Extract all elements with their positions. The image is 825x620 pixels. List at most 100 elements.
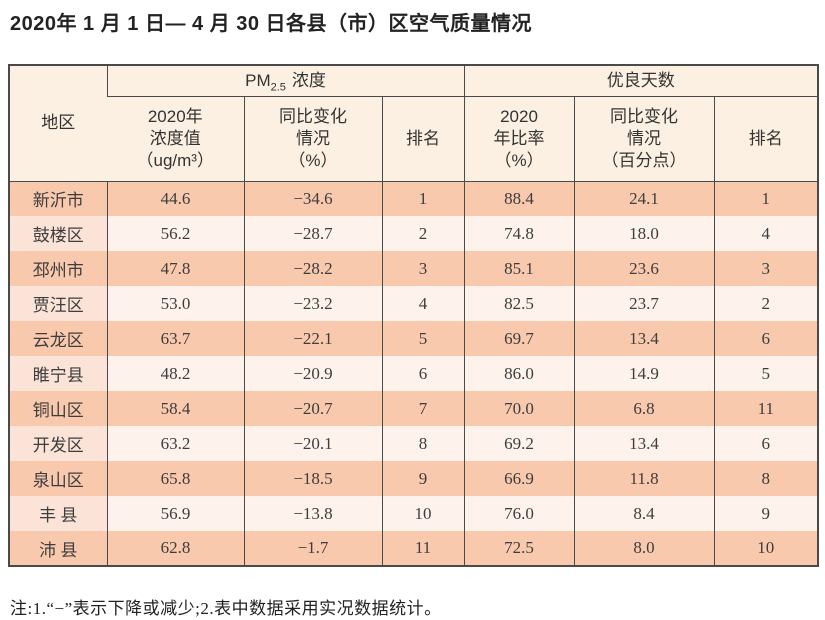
days-rate-cell: 82.5 [463, 286, 575, 321]
days-rank-cell: 5 [713, 356, 819, 391]
days-rate-cell: 70.0 [463, 391, 575, 426]
col-header-days-change: 同比变化 情况 （百分点） [573, 96, 715, 182]
days-change-cell: 13.4 [573, 321, 715, 356]
days-rank-cell: 2 [713, 286, 819, 321]
days-rank-cell: 6 [713, 426, 819, 461]
pm-rank-cell: 10 [381, 496, 465, 531]
pm-value-cell: 56.9 [106, 496, 244, 531]
pm-change-cell: −20.1 [243, 426, 382, 461]
region-cell: 开发区 [9, 426, 107, 461]
pm-change-cell: −22.1 [243, 321, 382, 356]
pm-value-cell: 62.8 [106, 531, 244, 566]
days-change-cell: 6.8 [573, 391, 715, 426]
pm-rank-cell: 8 [381, 426, 465, 461]
region-cell: 丰 县 [9, 496, 107, 531]
page-title: 2020年 1 月 1 日— 4 月 30 日各县（市）区空气质量情况 [10, 13, 533, 35]
table-row: 邳州市 47.8 −28.2 3 85.1 23.6 3 [9, 251, 819, 286]
col-group-good-days: 优良天数 [463, 65, 819, 97]
pm25-label: 浓度 [291, 70, 326, 90]
region-cell: 铜山区 [9, 391, 107, 426]
col-header-days-rate: 2020 年比率 （%） [463, 96, 575, 182]
pm-value-cell: 48.2 [106, 356, 244, 391]
col-header-pm-rank: 排名 [381, 96, 465, 182]
table-row: 贾汪区 53.0 −23.2 4 82.5 23.7 2 [9, 286, 819, 321]
pm-change-cell: −23.2 [243, 286, 382, 321]
air-quality-table: 地区 PM2.5 浓度 优良天数 2020年 浓度值 （ug/m³） 同比变化 情… [8, 64, 820, 567]
region-cell: 沛 县 [9, 531, 107, 566]
days-change-cell: 8.4 [573, 496, 715, 531]
pm-change-cell: −20.7 [243, 391, 382, 426]
days-rank-cell: 11 [713, 391, 819, 426]
col-header-pm-value: 2020年 浓度值 （ug/m³） [107, 96, 244, 182]
pm-change-cell: −34.6 [243, 181, 382, 216]
pm-value-cell: 63.2 [106, 426, 244, 461]
days-rank-cell: 1 [713, 181, 819, 216]
pm-rank-cell: 6 [381, 356, 465, 391]
pm-value-cell: 65.8 [106, 461, 244, 496]
region-cell: 鼓楼区 [9, 216, 107, 251]
pm-change-cell: −1.7 [243, 531, 382, 566]
pm-rank-cell: 3 [381, 251, 465, 286]
footnote: 注:1.“−”表示下降或减少;2.表中数据采用实况数据统计。 [10, 599, 442, 618]
days-rate-cell: 74.8 [463, 216, 575, 251]
pm-rank-cell: 1 [381, 181, 465, 216]
table-row: 开发区 63.2 −20.1 8 69.2 13.4 6 [9, 426, 819, 461]
table-row: 新沂市 44.6 −34.6 1 88.4 24.1 1 [9, 181, 819, 216]
region-cell: 睢宁县 [9, 356, 107, 391]
pm-change-cell: −28.7 [243, 216, 382, 251]
days-rate-cell: 76.0 [463, 496, 575, 531]
table-row: 铜山区 58.4 −20.7 7 70.0 6.8 11 [9, 391, 819, 426]
pm-rank-cell: 7 [381, 391, 465, 426]
table-row: 沛 县 62.8 −1.7 11 72.5 8.0 10 [9, 531, 819, 566]
col-group-pm25: PM2.5 浓度 [106, 65, 465, 97]
col-header-days-rank: 排名 [713, 96, 819, 182]
days-change-cell: 8.0 [573, 531, 715, 566]
days-rank-cell: 6 [713, 321, 819, 356]
days-rate-cell: 72.5 [463, 531, 575, 566]
pm-rank-cell: 11 [381, 531, 465, 566]
days-change-cell: 24.1 [573, 181, 715, 216]
header-sub-row: 2020年 浓度值 （ug/m³） 同比变化 情况 （%） 排名 2020 年比… [9, 96, 819, 182]
region-cell: 新沂市 [9, 181, 107, 216]
col-header-pm-change: 同比变化 情况 （%） [243, 96, 382, 182]
table-row: 睢宁县 48.2 −20.9 6 86.0 14.9 5 [9, 356, 819, 391]
days-change-cell: 23.6 [573, 251, 715, 286]
pm-change-cell: −20.9 [243, 356, 382, 391]
pm-change-cell: −18.5 [243, 461, 382, 496]
pm-value-cell: 47.8 [106, 251, 244, 286]
days-rank-cell: 8 [713, 461, 819, 496]
days-rank-cell: 10 [713, 531, 819, 566]
region-cell: 云龙区 [9, 321, 107, 356]
days-change-cell: 18.0 [573, 216, 715, 251]
days-rank-cell: 4 [713, 216, 819, 251]
pm25-subscript: 2.5 [270, 81, 286, 94]
header-group-row: 地区 PM2.5 浓度 优良天数 [9, 65, 819, 182]
region-cell: 邳州市 [9, 251, 107, 286]
pm-value-cell: 58.4 [106, 391, 244, 426]
pm-rank-cell: 4 [381, 286, 465, 321]
table-row: 泉山区 65.8 −18.5 9 66.9 11.8 8 [9, 461, 819, 496]
pm-change-cell: −13.8 [243, 496, 382, 531]
days-rate-cell: 86.0 [463, 356, 575, 391]
table-body: 新沂市 44.6 −34.6 1 88.4 24.1 1 鼓楼区 56.2 −28.7 2 74.8 1… [9, 181, 819, 566]
days-change-cell: 11.8 [573, 461, 715, 496]
days-rate-cell: 66.9 [463, 461, 575, 496]
pm25-prefix: PM [245, 70, 271, 90]
region-cell: 泉山区 [9, 461, 107, 496]
pm-value-cell: 44.6 [106, 181, 244, 216]
pm-value-cell: 53.0 [106, 286, 244, 321]
days-rate-cell: 85.1 [463, 251, 575, 286]
table-row: 云龙区 63.7 −22.1 5 69.7 13.4 6 [9, 321, 819, 356]
days-rate-cell: 88.4 [463, 181, 575, 216]
days-change-cell: 13.4 [573, 426, 715, 461]
table-header: 地区 PM2.5 浓度 优良天数 2020年 浓度值 （ug/m³） 同比变化 情… [9, 65, 819, 182]
table-row: 丰 县 56.9 −13.8 10 76.0 8.4 9 [9, 496, 819, 531]
days-rank-cell: 3 [713, 251, 819, 286]
pm-rank-cell: 9 [381, 461, 465, 496]
table-row: 鼓楼区 56.2 −28.7 2 74.8 18.0 4 [9, 216, 819, 251]
pm-rank-cell: 2 [381, 216, 465, 251]
pm-value-cell: 56.2 [106, 216, 244, 251]
pm-change-cell: −28.2 [243, 251, 382, 286]
days-rank-cell: 9 [713, 496, 819, 531]
days-change-cell: 23.7 [573, 286, 715, 321]
